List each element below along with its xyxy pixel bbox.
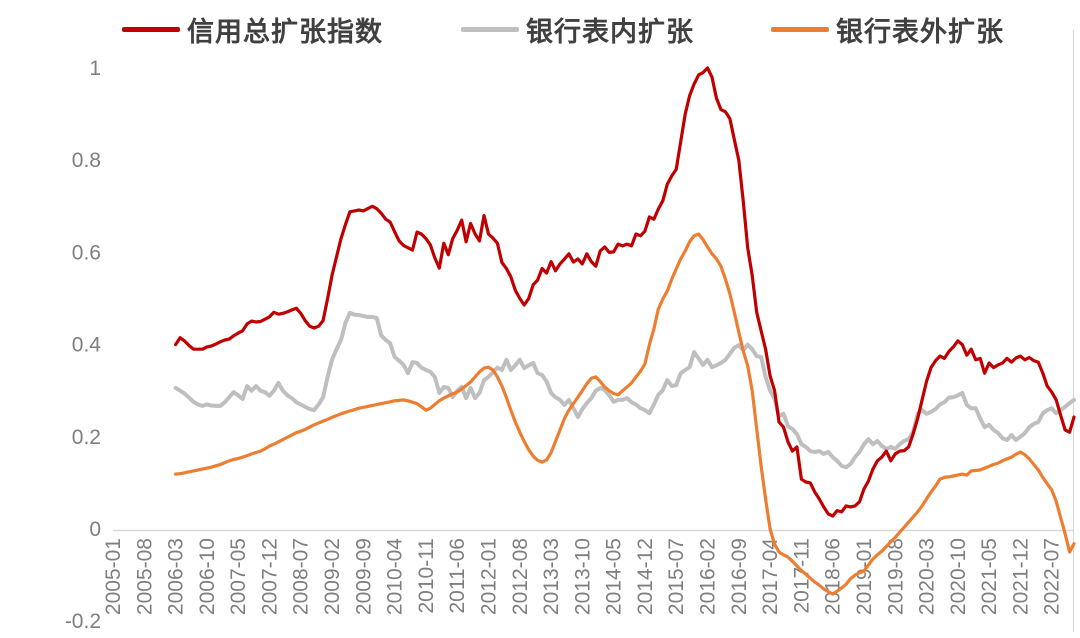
x-tick-label: 2020-10	[947, 538, 970, 615]
x-tick-label: 2007-12	[258, 538, 281, 615]
bank-on-balance-expansion-line	[173, 310, 1076, 470]
x-tick-label: 2020-03	[916, 538, 939, 615]
y-tick-label: 0.2	[72, 426, 101, 449]
x-tick-label: 2014-05	[603, 538, 626, 615]
legend: 信用总扩张指数 银行表内扩张 银行表外扩张	[0, 0, 1080, 48]
legend-item-bank-off-balance-expansion: 银行表外扩张	[771, 14, 1004, 47]
y-tick-label: 0.6	[72, 241, 101, 264]
x-tick-label: 2015-07	[665, 538, 688, 615]
x-tick-label: 2011-06	[446, 538, 469, 614]
x-tick-label: 2013-10	[571, 538, 594, 615]
x-tick-label: 2005-01	[102, 538, 125, 615]
x-tick-label: 2017-04	[759, 538, 782, 615]
series-lines	[173, 66, 1076, 596]
x-tick-label: 2008-07	[290, 538, 313, 615]
y-tick-label: 1	[89, 57, 101, 80]
x-tick-label: 2012-08	[509, 538, 532, 615]
y-tick-label: 0	[89, 518, 101, 541]
x-tick-label: 2016-02	[697, 538, 720, 615]
x-tick-label: 2005-08	[133, 538, 156, 615]
x-tick-label: 2018-06	[822, 538, 845, 615]
x-tick-label: 2009-02	[321, 538, 344, 615]
x-tick-label: 2019-08	[884, 538, 907, 615]
x-tick-label: 2022-07	[1041, 538, 1064, 615]
x-tick-label: 2010-11	[415, 538, 438, 614]
bank-off-balance-expansion-line	[174, 232, 1076, 596]
x-tick-label: 2016-09	[728, 538, 751, 615]
y-tick-label: 0.8	[72, 149, 101, 172]
x-tick-label: 2021-12	[1009, 538, 1032, 615]
x-tick-label: 2010-04	[384, 538, 407, 615]
x-tick-label: 2007-05	[227, 538, 250, 615]
x-tick-label: 2009-09	[352, 538, 375, 615]
x-tick-label: 2006-03	[165, 538, 188, 615]
x-tick-label: 2019-01	[853, 538, 876, 615]
x-tick-label: 2017-11	[790, 538, 813, 614]
y-axis-tick-labels: 1 0.8 0.6 0.4 0.2 0 -0.2	[65, 57, 101, 633]
x-tick-label: 2013-03	[540, 538, 563, 615]
legend-label-bank-off-balance-expansion: 银行表外扩张	[836, 16, 1004, 47]
legend-label-bank-on-balance-expansion: 银行表内扩张	[526, 16, 694, 47]
x-axis-tick-labels: 2005-01 2005-08 2006-03 2006-10 2007-05 2007-…	[102, 538, 1064, 615]
x-tick-label: 2021-05	[978, 538, 1001, 615]
legend-item-bank-on-balance-expansion: 银行表内扩张	[461, 14, 694, 47]
x-tick-label: 2014-12	[634, 538, 657, 615]
y-tick-label: 0.4	[72, 334, 102, 357]
legend-line-swatch-orange-icon	[771, 26, 829, 32]
axis-lines	[113, 30, 1075, 632]
legend-line-swatch-gray-icon	[461, 26, 519, 32]
legend-item-total-credit-expansion: 信用总扩张指数	[122, 14, 383, 47]
legend-line-swatch-red-icon	[122, 26, 180, 32]
x-tick-label: 2012-01	[477, 538, 500, 615]
y-tick-label: -0.2	[65, 610, 101, 633]
total-credit-expansion-line	[174, 66, 1076, 518]
x-tick-label: 2006-10	[196, 538, 219, 615]
legend-label-total-credit-expansion: 信用总扩张指数	[187, 16, 383, 47]
